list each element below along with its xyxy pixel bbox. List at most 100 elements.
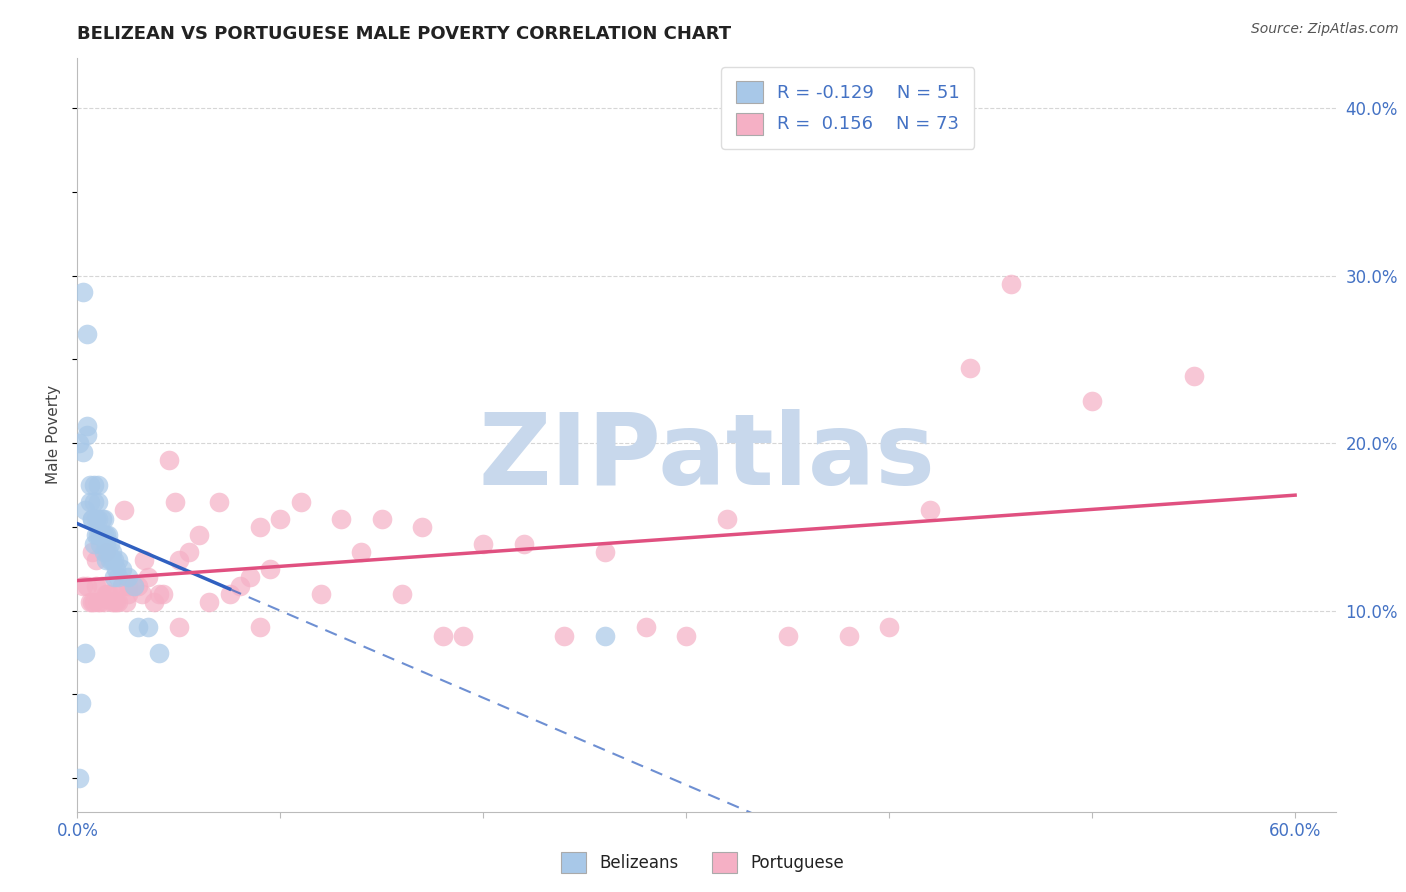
- Point: [143, 595, 166, 609]
- Point: [103, 553, 125, 567]
- Point: [198, 595, 221, 609]
- Point: [918, 503, 941, 517]
- Point: [634, 620, 657, 634]
- Point: [371, 511, 394, 525]
- Point: [75, 503, 97, 517]
- Point: [90, 511, 112, 525]
- Point: [776, 629, 799, 643]
- Point: [177, 545, 200, 559]
- Text: Source: ZipAtlas.com: Source: ZipAtlas.com: [1251, 22, 1399, 37]
- Point: [94, 553, 117, 567]
- Point: [98, 553, 121, 567]
- Point: [513, 537, 536, 551]
- Point: [411, 520, 433, 534]
- Point: [675, 629, 697, 643]
- Point: [84, 578, 107, 592]
- Point: [104, 562, 127, 576]
- Point: [167, 553, 190, 567]
- Point: [93, 528, 115, 542]
- Point: [94, 545, 117, 559]
- Point: [98, 587, 121, 601]
- Point: [80, 595, 103, 609]
- Point: [79, 595, 101, 609]
- Point: [959, 360, 981, 375]
- Point: [218, 587, 240, 601]
- Point: [148, 587, 170, 601]
- Point: [188, 528, 211, 542]
- Point: [90, 578, 112, 592]
- Point: [472, 537, 495, 551]
- Point: [98, 537, 121, 551]
- Point: [239, 570, 262, 584]
- Point: [838, 629, 860, 643]
- Text: BELIZEAN VS PORTUGUESE MALE POVERTY CORRELATION CHART: BELIZEAN VS PORTUGUESE MALE POVERTY CORR…: [77, 25, 731, 43]
- Point: [86, 495, 108, 509]
- Point: [76, 428, 98, 442]
- Point: [97, 528, 120, 542]
- Point: [309, 587, 332, 601]
- Point: [553, 629, 575, 643]
- Point: [134, 553, 156, 567]
- Point: [80, 545, 103, 559]
- Point: [86, 478, 108, 492]
- Point: [208, 495, 231, 509]
- Point: [1081, 394, 1104, 409]
- Text: ZIPatlas: ZIPatlas: [478, 409, 935, 506]
- Point: [432, 629, 454, 643]
- Point: [72, 444, 94, 458]
- Point: [83, 495, 105, 509]
- Point: [67, 771, 90, 785]
- Point: [80, 511, 103, 525]
- Point: [350, 545, 373, 559]
- Point: [90, 528, 112, 542]
- Point: [269, 511, 291, 525]
- Point: [111, 578, 134, 592]
- Point: [94, 528, 117, 542]
- Point: [138, 620, 160, 634]
- Point: [131, 587, 153, 601]
- Point: [84, 553, 107, 567]
- Point: [89, 528, 111, 542]
- Point: [101, 595, 124, 609]
- Point: [451, 629, 474, 643]
- Point: [111, 562, 134, 576]
- Point: [391, 587, 413, 601]
- Point: [89, 537, 111, 551]
- Point: [117, 578, 139, 592]
- Point: [148, 646, 170, 660]
- Point: [716, 511, 738, 525]
- Point: [89, 595, 111, 609]
- Point: [94, 587, 117, 601]
- Point: [93, 511, 115, 525]
- Point: [101, 553, 124, 567]
- Point: [75, 646, 97, 660]
- Point: [249, 620, 271, 634]
- Point: [290, 495, 312, 509]
- Point: [101, 545, 124, 559]
- Point: [107, 553, 129, 567]
- Point: [330, 511, 353, 525]
- Point: [167, 620, 190, 634]
- Point: [76, 578, 98, 592]
- Point: [79, 478, 101, 492]
- Point: [86, 595, 108, 609]
- Legend: R = -0.129    N = 51, R =  0.156    N = 73: R = -0.129 N = 51, R = 0.156 N = 73: [721, 67, 974, 149]
- Legend: Belizeans, Portuguese: Belizeans, Portuguese: [555, 846, 851, 880]
- Point: [117, 587, 139, 601]
- Point: [122, 578, 145, 592]
- Point: [163, 495, 186, 509]
- Y-axis label: Male Poverty: Male Poverty: [46, 385, 62, 484]
- Point: [93, 595, 115, 609]
- Point: [76, 419, 98, 434]
- Point: [79, 495, 101, 509]
- Point: [76, 327, 98, 342]
- Point: [107, 595, 129, 609]
- Point: [83, 595, 105, 609]
- Point: [94, 537, 117, 551]
- Point: [84, 528, 107, 542]
- Point: [97, 587, 120, 601]
- Point: [84, 511, 107, 525]
- Point: [249, 520, 271, 534]
- Point: [152, 587, 174, 601]
- Point: [86, 528, 108, 542]
